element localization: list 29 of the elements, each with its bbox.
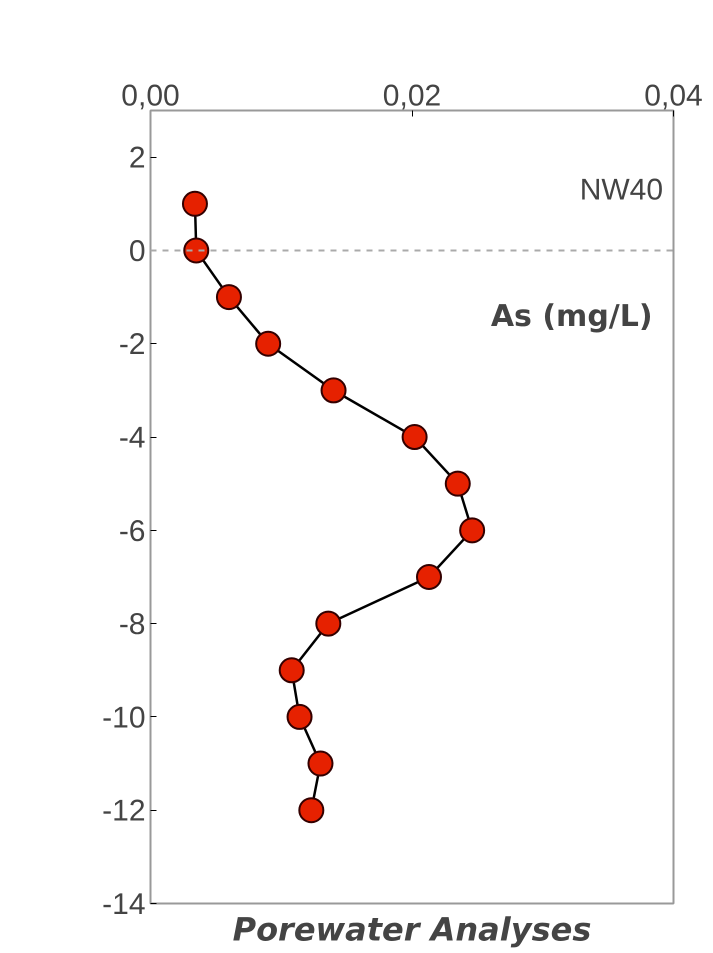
y-tick-label: -12 [102, 794, 146, 828]
point [255, 330, 282, 357]
y-tick-label: -8 [118, 608, 146, 642]
point [320, 377, 347, 404]
y-tick-label: -4 [118, 422, 146, 455]
text: Porewater Analyses [232, 910, 592, 948]
point [416, 564, 442, 590]
y-tick-label: 0 [128, 234, 146, 268]
point [278, 657, 305, 684]
point [307, 750, 334, 777]
annotation: As (mg/L) [490, 299, 653, 334]
point [286, 704, 313, 730]
point [182, 190, 208, 217]
y-tick-label: -6 [118, 514, 146, 548]
y-tick-label: -14 [102, 888, 146, 921]
point [402, 424, 428, 450]
y-tick-label: 2 [128, 142, 146, 175]
point [315, 610, 342, 637]
point [183, 237, 210, 264]
x-tick-label: 0,04 [644, 80, 703, 112]
point [298, 797, 324, 824]
point [216, 284, 242, 310]
point [444, 470, 471, 497]
x-tick-label: 0,00 [121, 80, 180, 112]
point [459, 517, 486, 544]
annotation: NW40 [580, 173, 664, 206]
y-tick-label: -2 [118, 328, 146, 362]
y-tick-label: -10 [102, 701, 146, 734]
x-tick-label: 0,02 [382, 80, 442, 112]
